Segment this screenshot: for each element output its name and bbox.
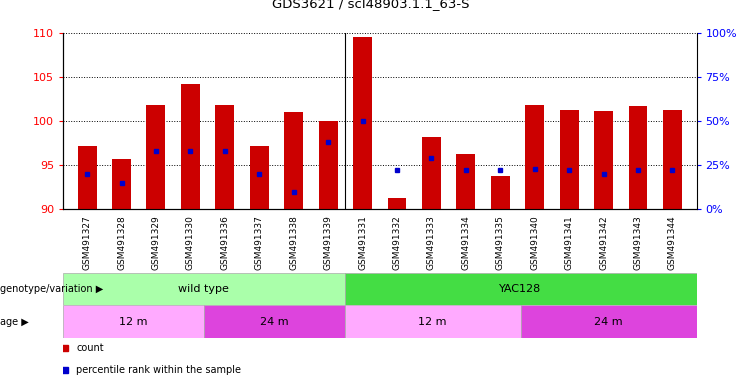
Bar (594, 111, 613, 209)
Text: 24 m: 24 m (594, 316, 623, 327)
Bar (216, 105, 234, 209)
Text: 24 m: 24 m (260, 316, 288, 327)
Bar (250, 146, 269, 209)
Text: 12 m: 12 m (119, 316, 147, 327)
Text: age ▶: age ▶ (0, 316, 29, 327)
Bar (559, 110, 579, 209)
Bar (345, 305, 520, 338)
Bar (78, 146, 96, 209)
Bar (63, 305, 204, 338)
Bar (525, 105, 544, 209)
Bar (388, 198, 407, 209)
Bar (147, 105, 165, 209)
Text: 12 m: 12 m (419, 316, 447, 327)
Bar (181, 84, 200, 209)
Bar (319, 121, 338, 209)
Text: count: count (76, 343, 104, 354)
Bar (345, 273, 697, 305)
Bar (353, 37, 372, 209)
Text: wild type: wild type (179, 284, 229, 294)
Text: YAC128: YAC128 (499, 284, 542, 294)
Bar (204, 305, 345, 338)
Bar (63, 273, 345, 305)
Bar (491, 176, 510, 209)
Bar (628, 106, 648, 209)
Text: genotype/variation ▶: genotype/variation ▶ (0, 284, 103, 294)
Bar (663, 110, 682, 209)
Bar (112, 159, 131, 209)
Bar (285, 112, 303, 209)
Text: percentile rank within the sample: percentile rank within the sample (76, 364, 242, 375)
Bar (422, 137, 441, 209)
Bar (456, 154, 475, 209)
Text: GDS3621 / scl48903.1.1_63-S: GDS3621 / scl48903.1.1_63-S (272, 0, 469, 10)
Bar (520, 305, 697, 338)
